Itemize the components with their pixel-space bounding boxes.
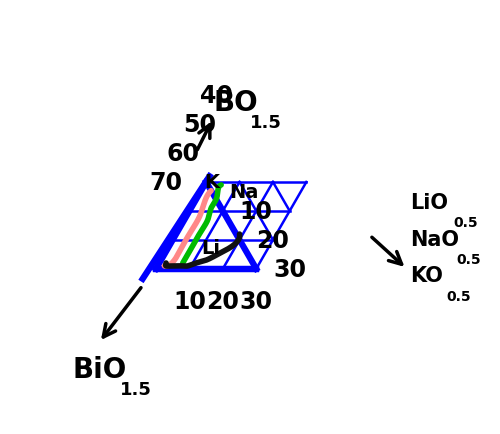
Text: 20: 20 (206, 289, 240, 313)
Text: 0.5: 0.5 (446, 289, 471, 303)
Text: NaO: NaO (410, 229, 459, 249)
Text: 60: 60 (166, 142, 200, 166)
Text: 10: 10 (240, 200, 272, 224)
Text: 0.5: 0.5 (454, 216, 478, 230)
Text: 50: 50 (183, 113, 216, 137)
Text: 40: 40 (200, 84, 233, 108)
Text: Na: Na (230, 182, 259, 201)
Text: Li: Li (201, 239, 220, 258)
Text: 30: 30 (273, 257, 306, 281)
Text: BO: BO (214, 89, 258, 117)
Text: 70: 70 (150, 171, 183, 194)
Text: 0.5: 0.5 (456, 252, 481, 266)
Text: 20: 20 (256, 228, 289, 252)
Text: 30: 30 (240, 289, 273, 313)
Text: K: K (204, 173, 220, 192)
Text: 1.5: 1.5 (120, 380, 152, 398)
Text: LiO: LiO (410, 193, 448, 213)
Text: 1.5: 1.5 (250, 114, 282, 132)
Text: KO: KO (410, 266, 443, 286)
Text: BiO: BiO (72, 355, 126, 383)
Text: 10: 10 (173, 289, 206, 313)
